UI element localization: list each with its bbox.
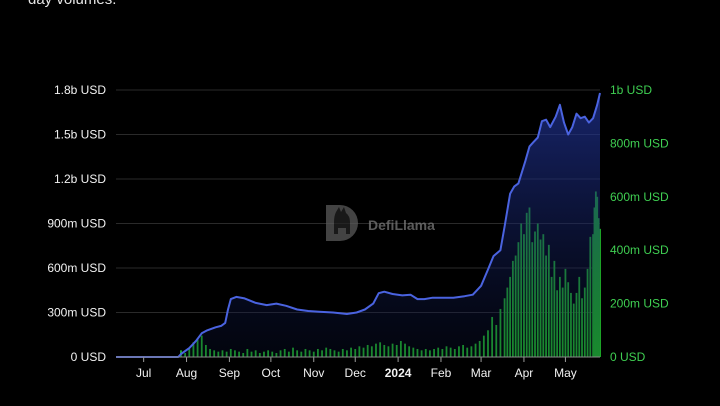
x-tick-label: 2024 xyxy=(385,366,412,380)
x-tick-label: Nov xyxy=(303,366,324,380)
x-axis: Jul Aug Sep Oct Nov Dec 2024 Feb Mar Apr May xyxy=(116,356,600,380)
x-tick-label: Feb xyxy=(431,366,452,380)
chart-caption: day volumes. xyxy=(28,0,116,8)
left-tick-label: 1.5b USD xyxy=(54,128,106,142)
right-axis: 0 USD 200m USD 400m USD 600m USD 800m USD 1b … xyxy=(610,83,669,364)
right-tick-label: 400m USD xyxy=(610,243,669,257)
left-tick-label: 1.8b USD xyxy=(54,83,106,97)
x-tick-label: Jul xyxy=(136,366,151,380)
x-tick-label: Dec xyxy=(345,366,366,380)
llama-logo-icon xyxy=(326,205,358,241)
tvl-area xyxy=(116,92,601,358)
tvl-area-fill xyxy=(116,93,600,357)
x-tick-label: Aug xyxy=(176,366,197,380)
left-tick-label: 900m USD xyxy=(47,217,106,231)
x-tick-label: Mar xyxy=(471,366,492,380)
left-axis: 0 USD 300m USD 600m USD 900m USD 1.2b USD 1.5… xyxy=(47,83,106,364)
left-tick-label: 300m USD xyxy=(47,306,106,320)
left-tick-label: 1.2b USD xyxy=(54,172,106,186)
tvl-line xyxy=(116,92,601,358)
x-tick-label: Oct xyxy=(262,366,281,380)
left-tick-label: 0 USD xyxy=(71,350,107,364)
right-tick-label: 1b USD xyxy=(610,83,652,97)
right-tick-label: 200m USD xyxy=(610,297,669,311)
x-tick-label: Sep xyxy=(219,366,241,380)
right-tick-label: 0 USD xyxy=(610,350,646,364)
x-tick-label: May xyxy=(554,366,577,380)
watermark-text: DefiLlama xyxy=(368,217,435,233)
watermark: DefiLlama xyxy=(326,205,435,241)
right-tick-label: 800m USD xyxy=(610,136,669,150)
x-tick-label: Apr xyxy=(515,366,534,380)
left-tick-label: 600m USD xyxy=(47,261,106,275)
right-tick-label: 600m USD xyxy=(610,190,669,204)
